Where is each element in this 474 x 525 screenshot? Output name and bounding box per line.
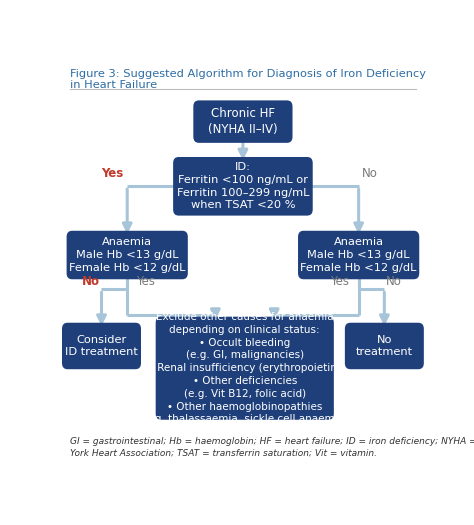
Text: Exclude other causes for anaemia
depending on clinical status:
• Occult bleeding: Exclude other causes for anaemia dependi… (141, 312, 348, 424)
Text: Figure 3: Suggested Algorithm for Diagnosis of Iron Deficiency: Figure 3: Suggested Algorithm for Diagno… (70, 69, 426, 79)
Text: No
treatment: No treatment (356, 334, 413, 358)
Text: No: No (362, 167, 378, 180)
FancyBboxPatch shape (66, 231, 188, 279)
FancyBboxPatch shape (173, 157, 313, 216)
FancyBboxPatch shape (193, 100, 292, 143)
Text: in Heart Failure: in Heart Failure (70, 80, 157, 90)
FancyBboxPatch shape (155, 317, 334, 420)
Text: ID:
Ferritin <100 ng/mL or
Ferritin 100–299 ng/mL
when TSAT <20 %: ID: Ferritin <100 ng/mL or Ferritin 100–… (177, 162, 309, 211)
Text: Anaemia
Male Hb <13 g/dL
Female Hb <12 g/dL: Anaemia Male Hb <13 g/dL Female Hb <12 g… (69, 237, 185, 273)
Text: Consider
ID treatment: Consider ID treatment (65, 334, 138, 358)
Text: No: No (386, 275, 402, 288)
Text: Yes: Yes (330, 275, 349, 288)
FancyBboxPatch shape (345, 323, 424, 369)
FancyBboxPatch shape (298, 231, 419, 279)
Text: Yes: Yes (137, 275, 155, 288)
Text: Yes: Yes (101, 167, 124, 180)
Text: No: No (82, 275, 100, 288)
Text: Anaemia
Male Hb <13 g/dL
Female Hb <12 g/dL: Anaemia Male Hb <13 g/dL Female Hb <12 g… (301, 237, 417, 273)
FancyBboxPatch shape (62, 323, 141, 369)
Text: Chronic HF
(NYHA II–IV): Chronic HF (NYHA II–IV) (208, 107, 278, 136)
Text: GI = gastrointestinal; Hb = haemoglobin; HF = heart failure; ID = iron deficienc: GI = gastrointestinal; Hb = haemoglobin;… (70, 437, 474, 458)
